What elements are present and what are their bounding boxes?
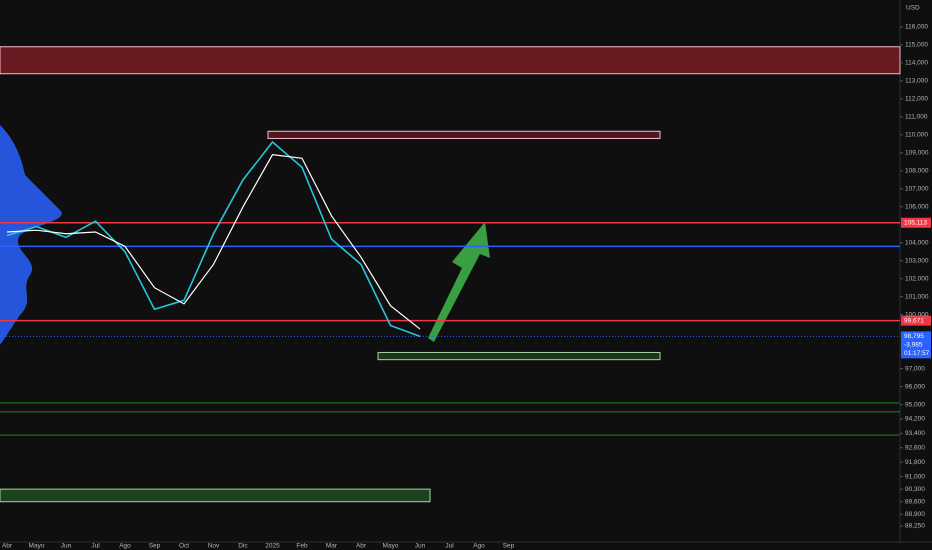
x-tick-label: Jun	[61, 543, 72, 550]
x-tick-label: Nov	[208, 543, 220, 550]
y-tick-label: 91,800	[905, 459, 925, 466]
x-tick-label: Feb	[296, 543, 308, 550]
y-tick-label: 97,000	[905, 365, 925, 372]
y-tick-label: 89,600	[905, 498, 925, 505]
current-price-change: -3,985	[904, 342, 923, 349]
x-tick-label: Mayo	[29, 543, 45, 550]
x-tick-label: Jul	[91, 543, 100, 550]
x-tick-label: Jun	[415, 543, 426, 550]
y-tick-label: 94,200	[905, 416, 925, 423]
y-tick-label: 107,000	[905, 186, 929, 193]
y-tick-label: 103,000	[905, 257, 929, 264]
x-tick-label: Abr	[356, 543, 367, 550]
price-line	[6, 140, 421, 338]
level-label-box	[901, 315, 931, 326]
x-tick-label: Mar	[326, 543, 338, 550]
y-tick-label: 92,600	[905, 444, 925, 451]
y-tick-label: 116,000	[905, 24, 928, 31]
x-tick-label: Oct	[179, 543, 189, 550]
current-price-label: 98,795	[904, 333, 924, 340]
zone	[377, 351, 661, 361]
y-tick-label: 115,000	[905, 42, 928, 49]
level-label: 105,113	[904, 219, 927, 226]
x-tick-label: Abr	[2, 543, 13, 550]
y-tick-label: 109,000	[905, 150, 929, 157]
y-tick-label: 113,000	[905, 78, 928, 85]
level-label-box	[901, 217, 931, 228]
y-tick-label: 108,000	[905, 168, 929, 175]
zone	[0, 488, 431, 503]
volume-profile	[0, 125, 62, 345]
y-tick-label: 100,000	[905, 311, 929, 318]
x-tick-label: Dic	[238, 543, 248, 550]
current-price-timer: 01:17:57	[904, 350, 930, 357]
zone	[0, 46, 901, 75]
currency: USD	[906, 5, 920, 12]
y-tick-label: 112,000	[905, 96, 928, 103]
x-tick-label: Mayo	[383, 543, 399, 550]
price-line	[6, 154, 421, 330]
x-tick-label: Sep	[503, 543, 515, 550]
x-tick-label: Ago	[119, 543, 131, 550]
y-tick-label: 88,900	[905, 511, 925, 518]
y-tick-label: 96,000	[905, 383, 925, 390]
y-tick-label: 91,000	[905, 473, 925, 480]
y-tick-label: 101,000	[905, 293, 929, 300]
y-tick-label: 104,000	[905, 239, 929, 246]
y-tick-label: 110,000	[905, 132, 928, 139]
y-tick-label: 102,000	[905, 275, 929, 282]
y-tick-label: 90,300	[905, 486, 925, 493]
level-label: 99,671	[904, 317, 924, 324]
y-tick-label: 93,400	[905, 430, 925, 437]
y-tick-label: 111,000	[905, 114, 928, 121]
x-tick-label: Sep	[149, 543, 161, 550]
current-price-box	[901, 331, 931, 359]
y-tick-label: 95,000	[905, 401, 925, 408]
x-tick-label: 2025	[265, 543, 280, 550]
arrow	[428, 222, 490, 342]
zone	[267, 130, 661, 139]
y-tick-label: 106,000	[905, 204, 929, 211]
y-tick-label: 88,250	[905, 523, 925, 530]
y-tick-label: 114,000	[905, 60, 928, 67]
x-tick-label: Ago	[473, 543, 485, 550]
x-tick-label: Jul	[445, 543, 454, 550]
